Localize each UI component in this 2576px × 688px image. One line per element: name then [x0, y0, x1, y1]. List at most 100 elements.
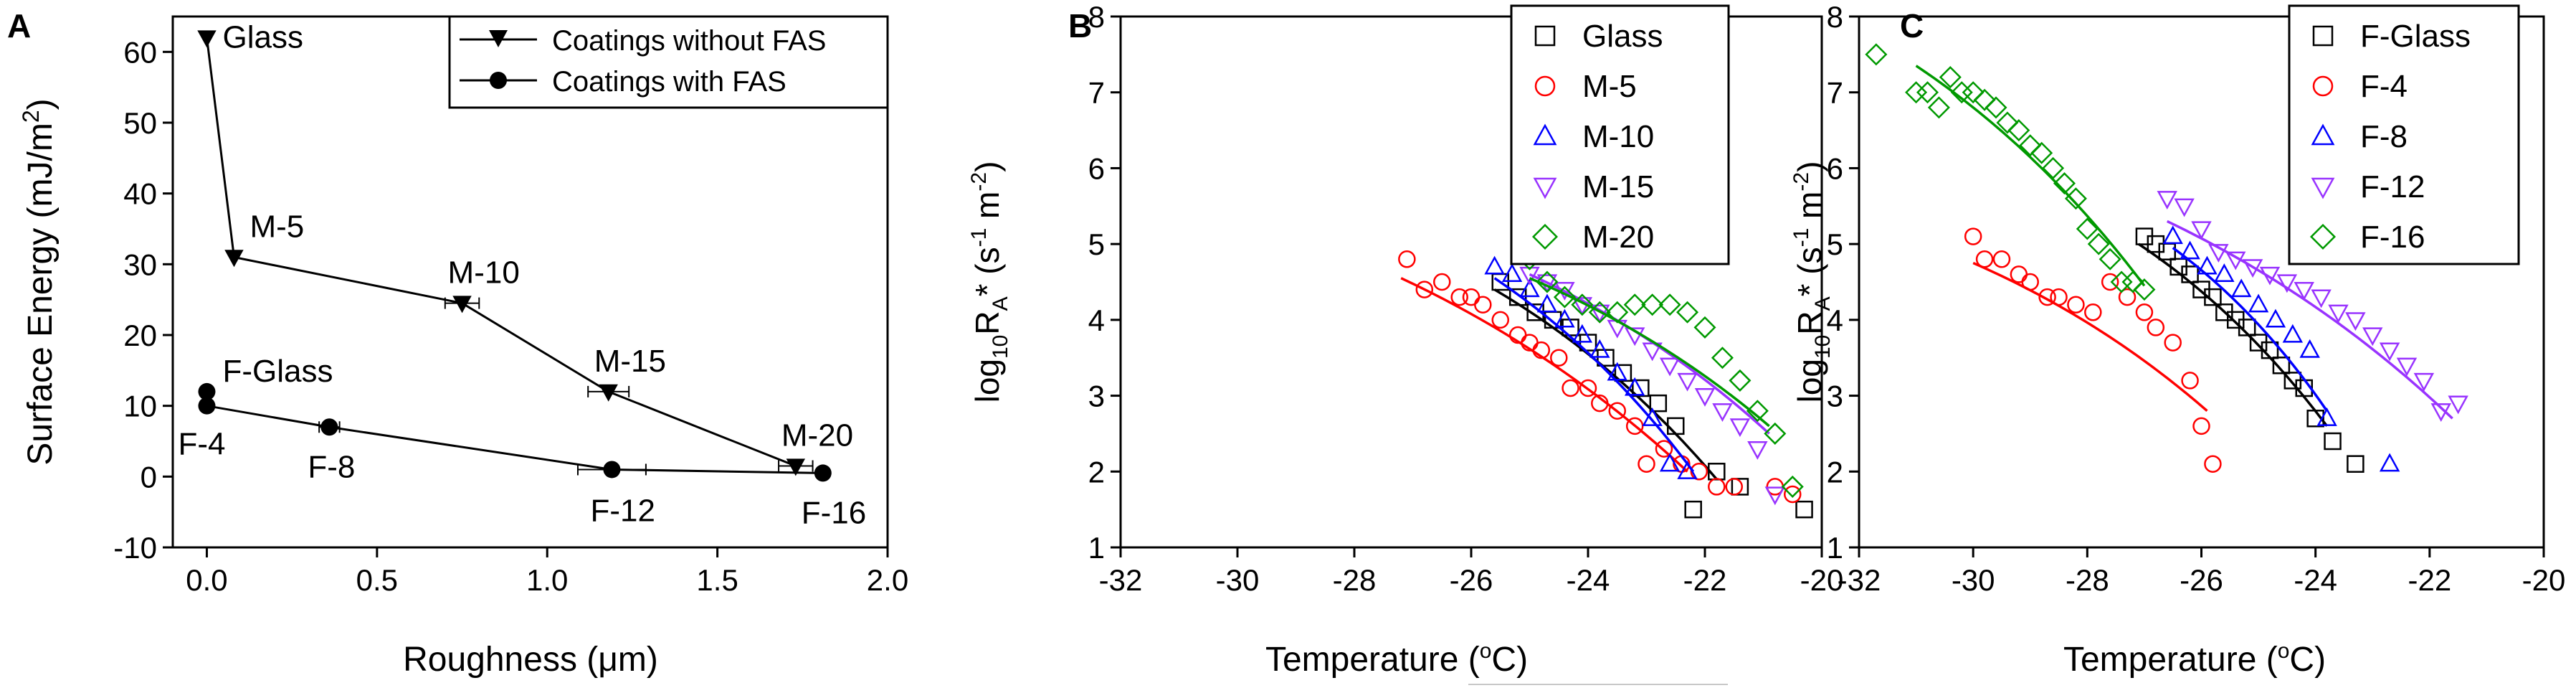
data-point — [1655, 440, 1673, 458]
legend-label: F-8 — [2360, 119, 2408, 154]
data-point — [1450, 288, 1468, 306]
data-point — [1764, 422, 1787, 445]
data-point — [2345, 312, 2366, 331]
y-tick-label: 10 — [123, 390, 157, 423]
point-label: M-10 — [448, 255, 520, 291]
x-axis-label-b: Temperature (oC) — [1265, 639, 1528, 679]
y-tick-label: 1 — [1088, 531, 1105, 565]
plot-area-c — [1865, 43, 2468, 473]
data-point — [2038, 288, 2056, 306]
data-point — [2181, 372, 2199, 390]
data-point — [2362, 327, 2383, 347]
legend-label: F-4 — [2360, 69, 2408, 104]
legend-b: Glass M-5 M-10 M-15 M-20 — [1510, 4, 1730, 265]
plot-area-a: Glass M-5 M-10 M-15 M-20 F-Glass F-4 F-8 F-12 F-1… — [178, 20, 866, 531]
fit-line — [1972, 261, 2208, 413]
data-point — [1781, 475, 1804, 498]
panel-c: C -32 -30 -28 -26 -24 -22 -20 1 2 3 4 5 6 7 8 Tempera… — [1790, 0, 2565, 679]
point-label: M-20 — [781, 418, 853, 453]
legend-box-a — [448, 15, 889, 109]
legend-marker — [2311, 177, 2335, 199]
y-tick-label: 4 — [1088, 303, 1105, 337]
panel-label-b: B — [1068, 7, 1092, 44]
y-tick-label: 2 — [1827, 455, 1843, 489]
data-point — [1985, 96, 2007, 119]
data-point — [1725, 478, 1743, 496]
data-point — [2147, 319, 2165, 336]
y-tick-label: 0 — [141, 460, 157, 494]
panel-label-c: C — [1900, 7, 1924, 44]
data-point — [1694, 387, 1716, 407]
legend-marker — [2309, 223, 2337, 250]
y-tick-label: 7 — [1088, 76, 1105, 110]
data-point — [2328, 304, 2349, 324]
legend-marker — [1534, 75, 1556, 97]
data-point — [2214, 263, 2235, 283]
data-point — [2230, 278, 2252, 298]
y-tick-label: 3 — [1827, 380, 1843, 413]
fit-line — [2137, 242, 2328, 427]
x-tick-label: -24 — [2294, 563, 2337, 597]
x-tick-label: -26 — [1450, 563, 1493, 597]
data-point — [2064, 187, 2087, 210]
data-point — [2157, 191, 2177, 209]
legend-label: M-5 — [1582, 69, 1637, 104]
data-point — [2316, 407, 2337, 426]
x-tick-label: -30 — [1216, 563, 1260, 597]
y-axis-label-a: Surface Energy (mJ/m2) — [18, 98, 60, 465]
point-label: F-Glass — [222, 354, 333, 389]
x-tick-label: 1.0 — [526, 563, 568, 597]
point-label: F-8 — [308, 449, 355, 484]
legend-marker-with-fas — [490, 72, 507, 89]
data-point — [1536, 293, 1558, 313]
data-point — [320, 418, 338, 436]
y-axis-label-c: log10RA* (s-1 m-2) — [1790, 161, 1835, 403]
y-tick-label: 3 — [1088, 380, 1105, 413]
point-label: F-12 — [590, 493, 655, 528]
data-point — [2118, 288, 2137, 306]
y-tick-label: 6 — [1088, 151, 1105, 185]
legend-label: Glass — [1582, 19, 1663, 54]
point-label: M-15 — [594, 344, 666, 379]
data-point — [2180, 240, 2200, 260]
fit-line — [2166, 220, 2453, 420]
data-point — [1939, 66, 1962, 89]
legend-a: Coatings without FAS Coatings with FAS — [448, 15, 889, 109]
data-point — [1746, 400, 1769, 423]
data-point — [1638, 455, 1655, 473]
x-tick-label: -22 — [2408, 563, 2451, 597]
data-point — [2282, 324, 2304, 343]
data-point — [2299, 339, 2320, 358]
legend-label: M-10 — [1582, 119, 1654, 154]
data-point — [2379, 453, 2400, 472]
x-axis-label-a: Roughness (μm) — [403, 641, 658, 679]
data-point — [2099, 248, 2121, 270]
y-tick-label: 8 — [1088, 0, 1105, 34]
data-point — [1865, 43, 1888, 66]
data-point — [1764, 486, 1786, 506]
data-point — [2084, 303, 2102, 321]
x-tick-label: 1.5 — [696, 563, 738, 597]
data-point — [2265, 308, 2286, 328]
x-axis-label-c: Temperature (oC) — [2063, 639, 2326, 679]
legend-label-without-fas: Coatings without FAS — [552, 25, 826, 57]
data-point — [1659, 357, 1681, 377]
data-point — [1462, 288, 1481, 306]
data-point — [1712, 403, 1733, 422]
data-point — [1677, 372, 1698, 392]
x-axis-c: -32 -30 -28 -26 -24 -22 -20 — [1838, 547, 2566, 597]
data-point — [1624, 327, 1645, 347]
data-point — [1684, 500, 1702, 519]
x-tick-label: -24 — [1567, 563, 1610, 597]
data-point — [2087, 232, 2110, 255]
data-point — [1491, 311, 1509, 329]
point-label: Glass — [222, 20, 303, 55]
y-tick-label: 5 — [1088, 227, 1105, 261]
y-tick-label: 40 — [123, 177, 157, 211]
fit-line — [1529, 277, 1770, 428]
data-point — [1474, 296, 1492, 314]
x-tick-label: -28 — [2066, 563, 2109, 597]
x-tick-label: -20 — [2522, 563, 2566, 597]
x-tick-label: 0.0 — [186, 563, 227, 597]
